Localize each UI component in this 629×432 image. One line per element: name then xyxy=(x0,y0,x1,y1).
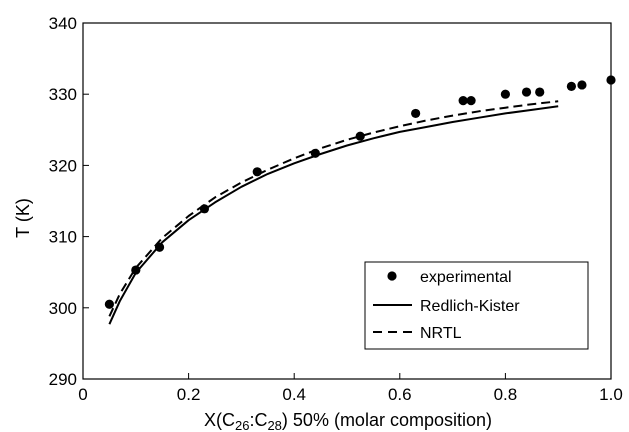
x-axis-title-prefix: X(C xyxy=(204,410,235,430)
legend-label-experimental: experimental xyxy=(420,269,512,286)
plot-area xyxy=(82,22,612,380)
x-axis-title: X(C26:C28) 50% (molar composition) xyxy=(204,410,492,432)
x-tick-label: 0.8 xyxy=(494,385,518,404)
x-tick-label: 0 xyxy=(78,385,87,404)
data-point-experimental xyxy=(521,87,532,97)
series-line-nrtl xyxy=(108,100,559,317)
data-point-experimental xyxy=(566,81,577,91)
data-point-experimental xyxy=(411,108,421,119)
data-point-experimental xyxy=(606,75,616,85)
y-tick-label: 300 xyxy=(49,299,77,318)
legend-marker-experimental xyxy=(387,271,397,281)
data-point-experimental xyxy=(577,80,587,90)
data-point-experimental xyxy=(535,87,545,97)
data-point-experimental xyxy=(458,96,468,106)
legend: experimental Redlich-Kister NRTL xyxy=(364,261,589,350)
x-axis-title-suffix: ) 50% (molar composition) xyxy=(282,410,492,430)
data-point-experimental xyxy=(466,96,476,106)
legend-label-redlich-kister: Redlich-Kister xyxy=(420,298,520,315)
y-tick-label: 320 xyxy=(49,156,77,175)
data-point-experimental xyxy=(252,167,262,177)
data-point-experimental xyxy=(355,131,365,141)
plot-frame xyxy=(82,22,612,380)
x-tick-label: 0.2 xyxy=(177,385,201,404)
y-tick-label: 310 xyxy=(49,228,77,247)
y-axis: 290 300 310 320 330 340 xyxy=(49,14,89,389)
x-axis-title-mid: :C xyxy=(249,410,267,430)
x-axis-title-sub-1: 26 xyxy=(235,418,249,432)
x-axis-title-sub-2: 28 xyxy=(267,418,281,432)
data-point-experimental xyxy=(104,299,114,309)
y-tick-label: 290 xyxy=(49,370,77,389)
legend-label-nrtl: NRTL xyxy=(420,325,462,342)
y-axis-title: T (K) xyxy=(13,198,33,238)
x-tick-label: 0.4 xyxy=(282,385,306,404)
y-tick-label: 340 xyxy=(49,14,77,33)
series-line-redlich-kister xyxy=(108,105,559,325)
data-point-experimental xyxy=(500,89,510,99)
series-layer xyxy=(104,75,616,325)
x-axis: 0 0.2 0.4 0.6 0.8 1.0 xyxy=(78,373,623,404)
x-tick-label: 1.0 xyxy=(599,385,623,404)
y-tick-label: 330 xyxy=(49,85,77,104)
x-tick-label: 0.6 xyxy=(388,385,412,404)
